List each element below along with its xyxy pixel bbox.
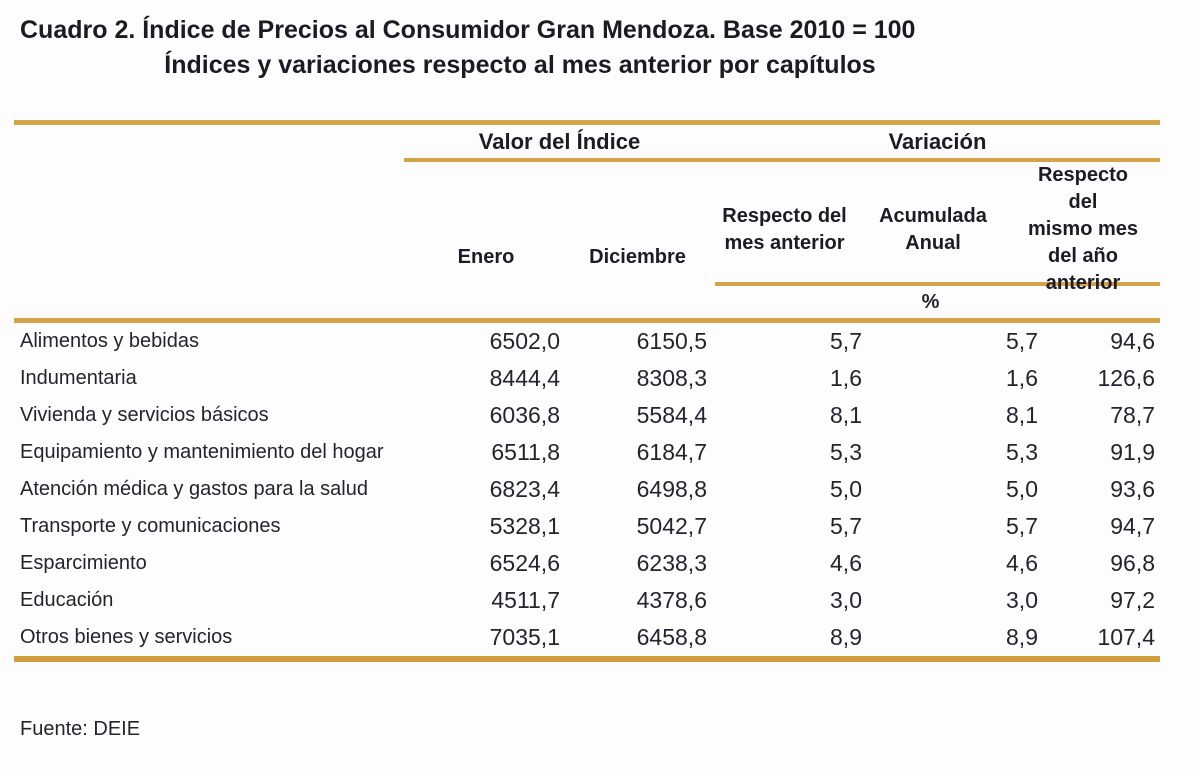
rule-header-body-separator: [14, 318, 1160, 323]
source-note: Fuente: DEIE: [20, 718, 141, 740]
cell-diciembre: 4378,6: [636, 587, 707, 613]
percent-unit-label: %: [921, 290, 940, 313]
cell-var-mes-anterior: 5,7: [830, 328, 862, 354]
rule-above-percent: [715, 282, 1160, 286]
cell-diciembre: 6238,3: [636, 550, 707, 576]
group-header-valor-del-indice: Valor del Índice: [478, 128, 641, 154]
cell-var-mes-anterior: 8,1: [830, 402, 862, 428]
cell-var-mismo-mes: 97,2: [1110, 587, 1155, 613]
cell-var-mismo-mes: 107,4: [1097, 624, 1155, 650]
cell-diciembre: 5042,7: [636, 513, 707, 539]
rule-under-group-headers: [404, 158, 1160, 162]
title-line-2: Índices y variaciones respecto al mes an…: [164, 51, 876, 79]
cell-var-mismo-mes: 96,8: [1110, 550, 1155, 576]
cell-var-acumulada: 8,9: [1006, 624, 1038, 650]
rule-table-bottom: [14, 656, 1160, 662]
cell-diciembre: 5584,4: [636, 402, 707, 428]
cell-diciembre: 6150,5: [636, 328, 707, 354]
rule-above-percent-row: [14, 282, 1160, 286]
cell-var-mismo-mes: 78,7: [1110, 402, 1155, 428]
cell-var-acumulada: 5,0: [1006, 476, 1038, 502]
cell-var-acumulada: 3,0: [1006, 587, 1038, 613]
row-label: Alimentos y bebidas: [20, 330, 199, 352]
table-row: Atención médica y gastos para la salud 6…: [14, 471, 1160, 508]
cell-enero: 6524,6: [489, 550, 560, 576]
cell-var-acumulada: 5,7: [1006, 513, 1038, 539]
cell-enero: 6511,8: [491, 439, 560, 465]
row-label: Educación: [20, 589, 114, 611]
cell-diciembre: 8308,3: [636, 365, 707, 391]
group-header-variacion: Variación: [888, 128, 987, 154]
group-header-row: Valor del Índice Variación: [14, 125, 1160, 158]
table-row: Alimentos y bebidas 6502,0 6150,5 5,7 5,…: [14, 323, 1160, 360]
row-label: Otros bienes y servicios: [20, 626, 233, 648]
cell-diciembre: 6498,8: [636, 476, 707, 502]
cell-var-mismo-mes: 94,7: [1110, 513, 1155, 539]
cell-enero: 6823,4: [489, 476, 560, 502]
table-row: Transporte y comunicaciones 5328,1 5042,…: [14, 508, 1160, 545]
column-header-acumulada-anual: Acumulada Anual: [879, 204, 987, 254]
title-line-1: Cuadro 2. Índice de Precios al Consumido…: [20, 16, 916, 44]
row-label: Atención médica y gastos para la salud: [20, 478, 368, 500]
rule-table-top: [14, 120, 1160, 125]
row-label: Vivienda y servicios básicos: [20, 404, 269, 426]
cell-var-mismo-mes: 93,6: [1110, 476, 1155, 502]
column-header-respecto-mes-anterior: Respecto del mes anterior: [722, 204, 847, 254]
cell-var-mes-anterior: 1,6: [830, 365, 862, 391]
cell-var-mismo-mes: 94,6: [1110, 328, 1155, 354]
table-row: Otros bienes y servicios 7035,1 6458,8 8…: [14, 619, 1160, 656]
cell-var-mes-anterior: 4,6: [830, 550, 862, 576]
cell-var-acumulada: 8,1: [1006, 402, 1038, 428]
table-row: Vivienda y servicios básicos 6036,8 5584…: [14, 397, 1160, 434]
cell-var-mismo-mes: 91,9: [1110, 439, 1155, 465]
cpi-table: Valor del Índice Variación Enero Diciemb…: [14, 120, 1160, 662]
row-label: Esparcimiento: [20, 552, 147, 574]
table-title: Cuadro 2. Índice de Precios al Consumido…: [20, 0, 1020, 83]
table-row: Equipamiento y mantenimiento del hogar 6…: [14, 434, 1160, 471]
cell-enero: 4511,7: [491, 587, 560, 613]
cell-diciembre: 6458,8: [636, 624, 707, 650]
cell-var-acumulada: 4,6: [1006, 550, 1038, 576]
cell-enero: 6036,8: [489, 402, 560, 428]
cell-var-mes-anterior: 5,7: [830, 513, 862, 539]
row-label: Indumentaria: [20, 367, 137, 389]
cell-diciembre: 6184,7: [636, 439, 707, 465]
cell-enero: 6502,0: [489, 328, 560, 354]
table-row: Esparcimiento 6524,6 6238,3 4,6 4,6 96,8: [14, 545, 1160, 582]
cell-enero: 8444,4: [489, 365, 560, 391]
row-label: Transporte y comunicaciones: [20, 515, 281, 537]
cell-var-acumulada: 5,7: [1006, 328, 1038, 354]
cell-var-mes-anterior: 5,3: [830, 439, 862, 465]
cell-var-mes-anterior: 3,0: [830, 587, 862, 613]
cell-var-mismo-mes: 126,6: [1097, 365, 1155, 391]
column-header-enero: Enero: [457, 246, 515, 268]
cell-var-mes-anterior: 5,0: [830, 476, 862, 502]
column-header-respecto-mismo-mes: Respecto del mismo mes del año anterior: [1027, 164, 1139, 294]
row-label: Equipamiento y mantenimiento del hogar: [20, 441, 384, 463]
table-row: Educación 4511,7 4378,6 3,0 3,0 97,2: [14, 582, 1160, 619]
column-header-diciembre: Diciembre: [589, 246, 686, 268]
column-header-row: Enero Diciembre Respecto del mes anterio…: [14, 162, 1160, 294]
cell-enero: 5328,1: [489, 513, 560, 539]
cell-var-acumulada: 1,6: [1006, 365, 1038, 391]
rule-under-group-headers-row: [14, 158, 1160, 162]
percent-unit-row: %: [14, 286, 1160, 318]
cell-var-mes-anterior: 8,9: [830, 624, 862, 650]
cell-var-acumulada: 5,3: [1006, 439, 1038, 465]
cell-enero: 7035,1: [489, 624, 560, 650]
table-row: Indumentaria 8444,4 8308,3 1,6 1,6 126,6: [14, 360, 1160, 397]
